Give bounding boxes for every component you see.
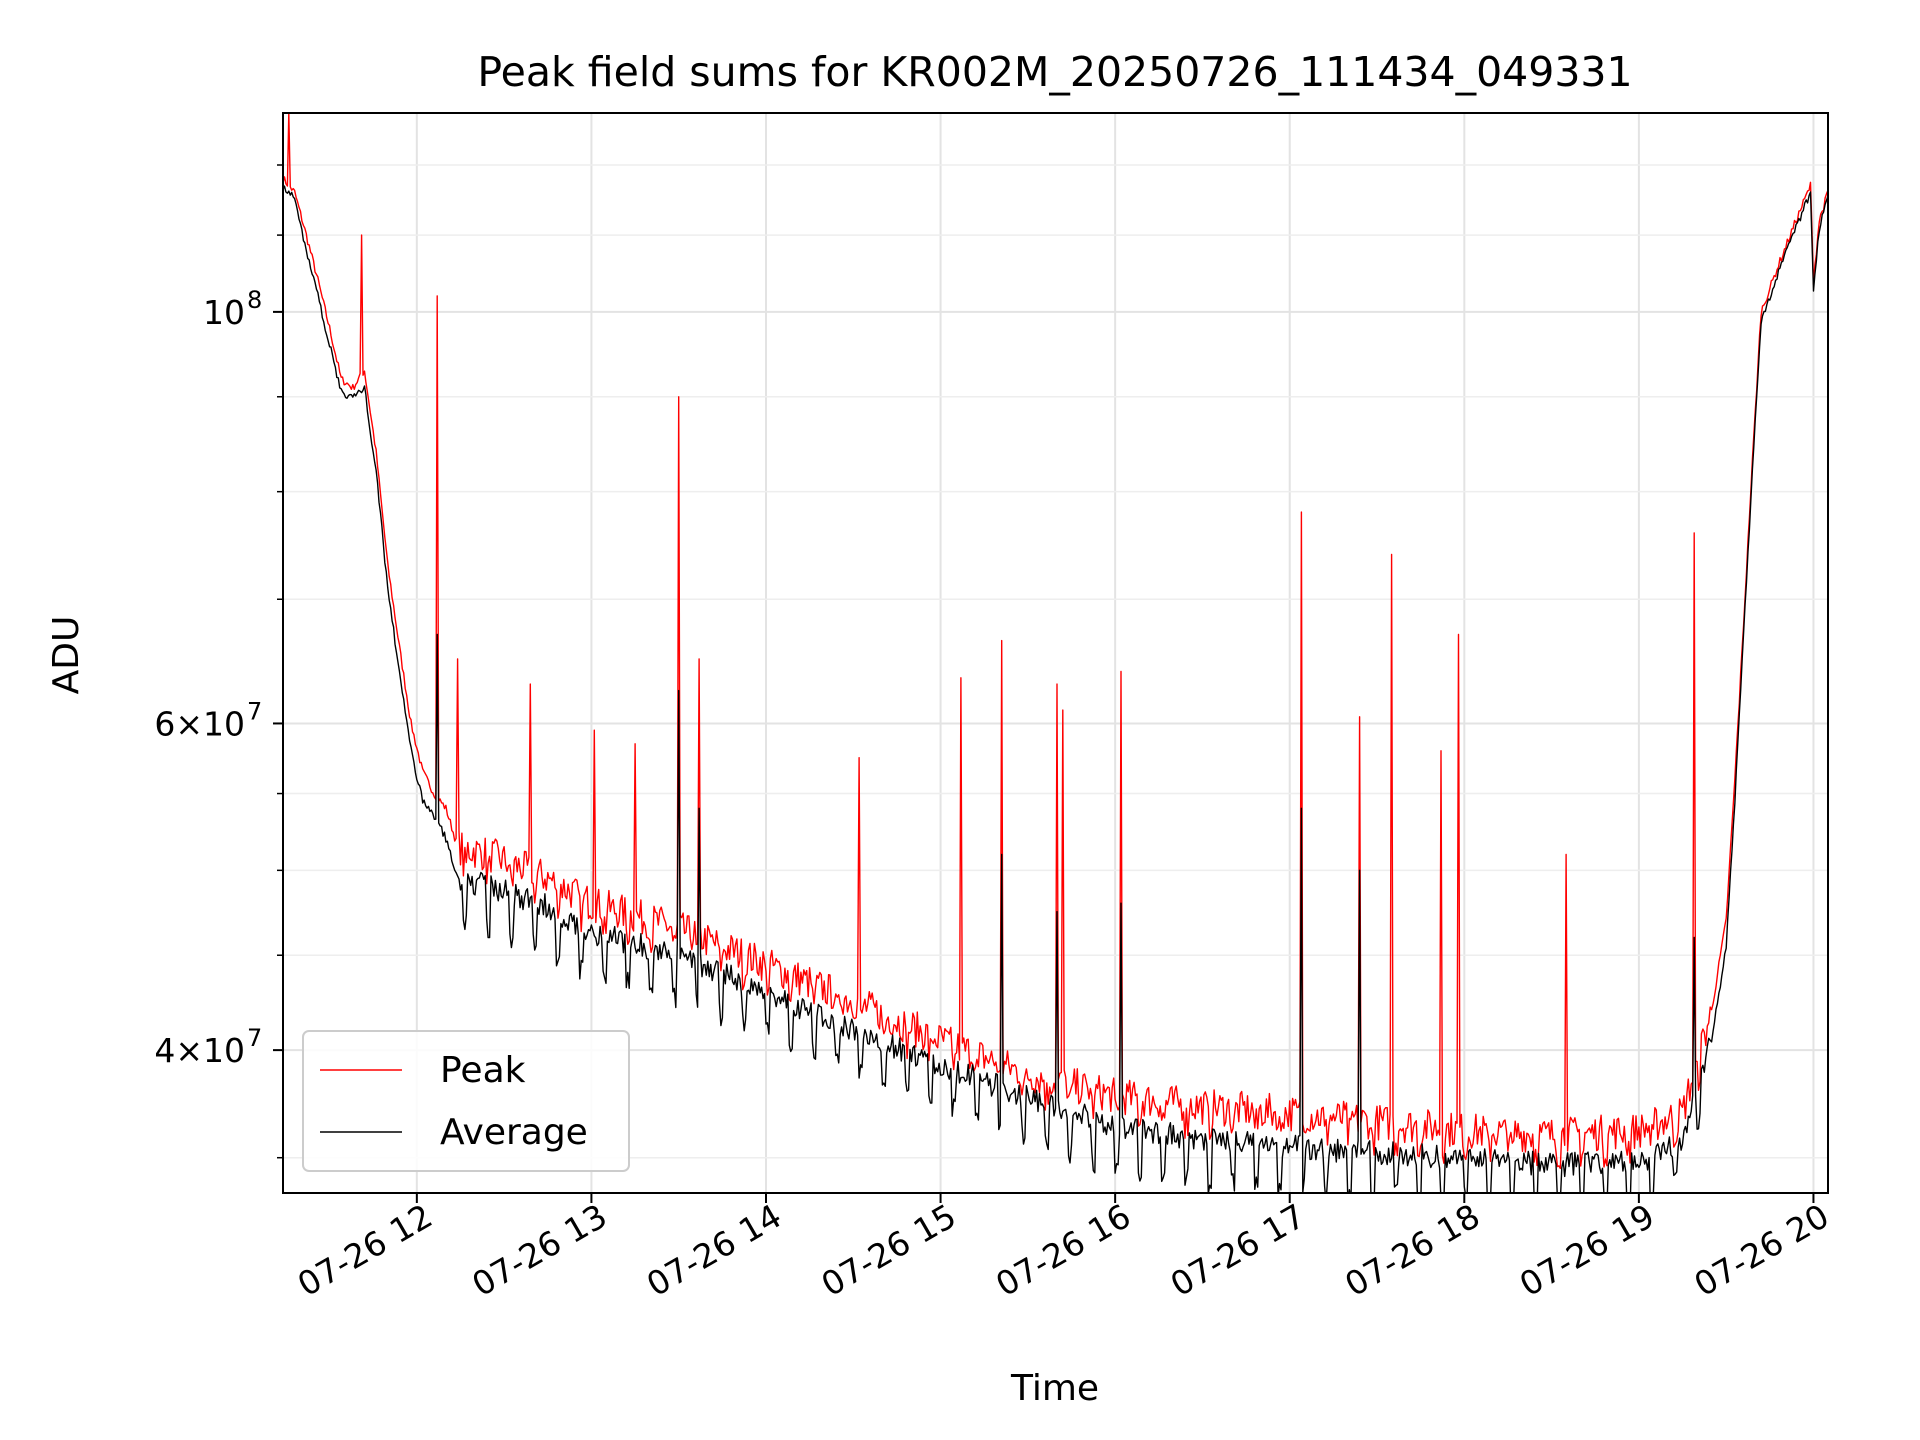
y-tick-exponent: 7 xyxy=(247,1024,262,1052)
x-axis-label: Time xyxy=(1010,1368,1099,1409)
y-tick-label: 6×10 xyxy=(154,704,245,743)
y-axis-label: ADU xyxy=(46,616,87,695)
plot-area xyxy=(283,113,1828,1193)
y-tick-label: 4×10 xyxy=(154,1031,245,1070)
y-axis: 10 86×10 74×10 7 xyxy=(154,164,283,1159)
legend-average-label: Average xyxy=(440,1112,588,1153)
y-tick-exponent: 8 xyxy=(247,286,262,314)
y-tick-exponent: 7 xyxy=(247,697,262,725)
y-tick-label: 10 xyxy=(203,293,245,332)
series-line-average xyxy=(283,185,1828,1193)
legend-box xyxy=(302,1030,630,1172)
legend: Peak Average xyxy=(302,1030,630,1172)
series-layer xyxy=(283,113,1828,1193)
grid xyxy=(283,113,1828,1193)
legend-peak-label: Peak xyxy=(440,1050,526,1091)
chart-title: Peak field sums for KR002M_20250726_1114… xyxy=(477,48,1632,96)
plot-frame xyxy=(282,112,1829,1194)
